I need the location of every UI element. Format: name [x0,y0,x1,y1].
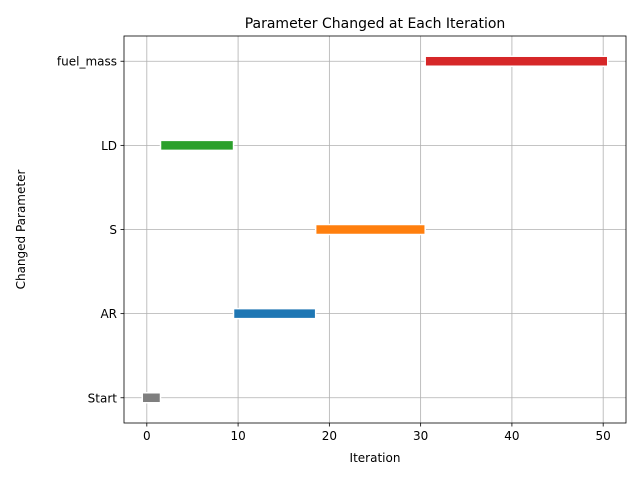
bar-segment-Start [141,392,162,404]
y-tick-label: LD [101,139,117,153]
bar-segment-S [314,223,426,236]
x-tick-label: 20 [322,429,337,443]
x-tick-label: 10 [230,429,245,443]
x-tick-label: 0 [143,429,151,443]
y-tick-label: Start [88,391,118,405]
y-tick-label: fuel_mass [57,55,117,69]
y-tick-label: S [109,223,117,237]
x-axis-label: Iteration [350,451,401,465]
bar-segment-AR [232,307,317,320]
y-tick-label: AR [100,307,117,321]
x-tick-label: 40 [504,429,519,443]
bar-segment-fuel-mass [424,55,609,67]
y-axis-label: Changed Parameter [14,170,28,290]
axis-ticks: 0 10 20 30 40 50 Start AR S LD fuel_mass [57,55,611,443]
chart-title: Parameter Changed at Each Iteration [245,16,506,32]
bar-segment-LD [159,139,235,152]
x-tick-label: 50 [596,429,611,443]
bar-segments [141,55,609,404]
x-tick-label: 30 [413,429,428,443]
